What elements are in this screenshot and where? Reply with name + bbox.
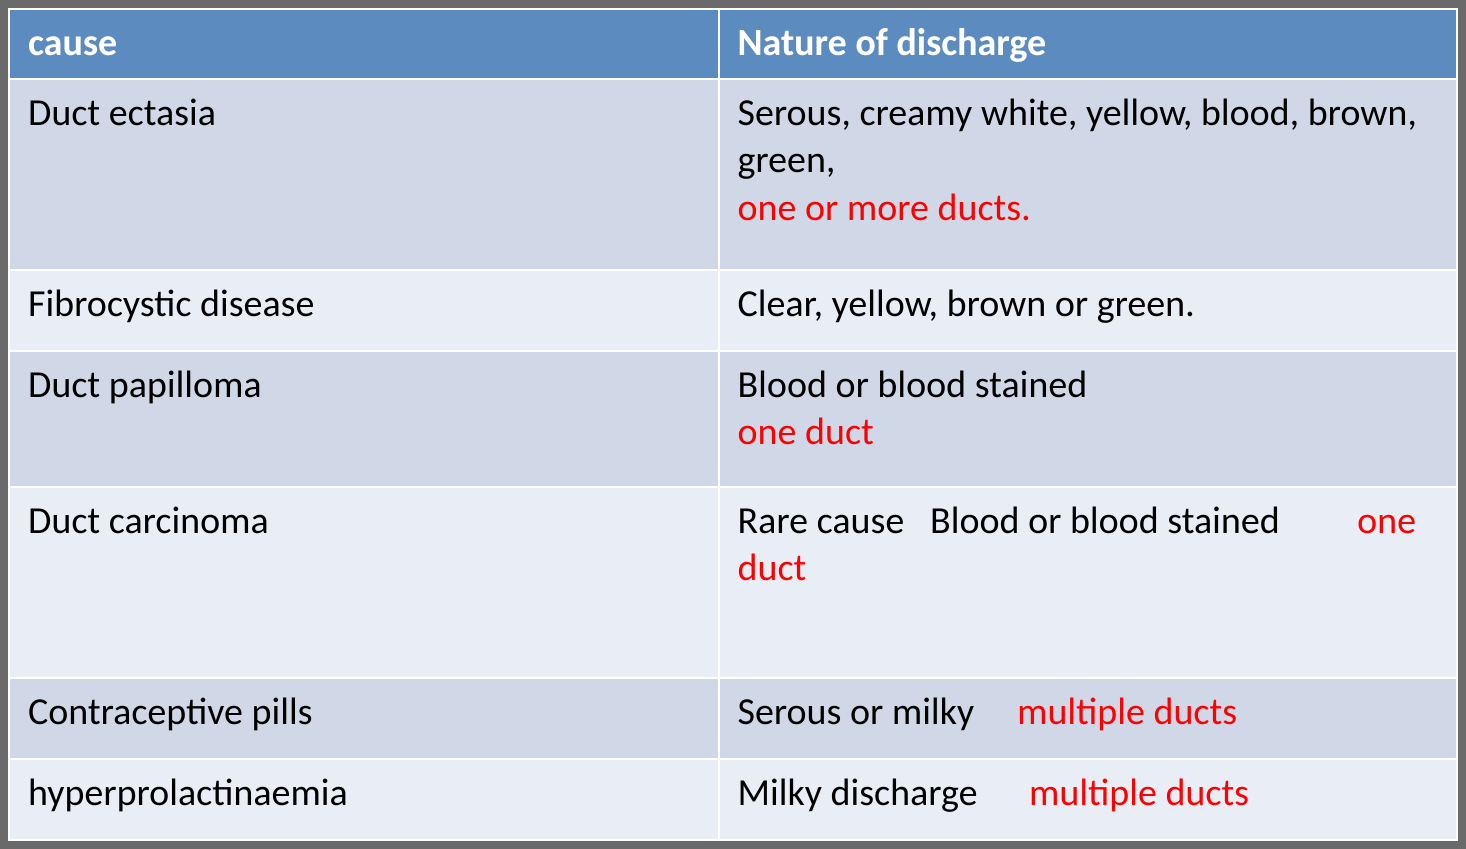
text-black: Clear, yellow, brown or green. bbox=[738, 281, 1195, 327]
cell-cause: Duct carcinoma bbox=[9, 487, 719, 678]
header-nature: Nature of discharge bbox=[719, 9, 1457, 79]
table-row: Duct carcinomaRare cause Blood or blood … bbox=[9, 487, 1457, 678]
cell-nature: Milky discharge multiple ducts bbox=[719, 759, 1457, 840]
table-row: Duct ectasiaSerous, creamy white, yellow… bbox=[9, 79, 1457, 270]
cell-cause: Contraceptive pills bbox=[9, 678, 719, 759]
text-red: one duct bbox=[738, 409, 874, 455]
table-frame: cause Nature of discharge Duct ectasiaSe… bbox=[0, 0, 1466, 849]
table-row: Duct papillomaBlood or blood stainedone … bbox=[9, 351, 1457, 487]
table-header-row: cause Nature of discharge bbox=[9, 9, 1457, 79]
table-row: hyperprolactinaemiaMilky discharge multi… bbox=[9, 759, 1457, 840]
text-red: multiple ducts bbox=[1017, 689, 1237, 735]
table-row: Contraceptive pillsSerous or milky multi… bbox=[9, 678, 1457, 759]
header-cause: cause bbox=[9, 9, 719, 79]
cell-nature: Serous or milky multiple ducts bbox=[719, 678, 1457, 759]
cell-cause: hyperprolactinaemia bbox=[9, 759, 719, 840]
cell-nature: Rare cause Blood or blood stained one du… bbox=[719, 487, 1457, 678]
text-black: Blood or blood stained bbox=[738, 362, 1088, 408]
text-black: Rare cause Blood or blood stained bbox=[738, 498, 1358, 544]
cell-cause: Duct ectasia bbox=[9, 79, 719, 270]
cell-nature: Blood or blood stainedone duct bbox=[719, 351, 1457, 487]
cell-nature: Serous, creamy white, yellow, blood, bro… bbox=[719, 79, 1457, 270]
table-row: Fibrocystic disease Clear, yellow, brown … bbox=[9, 270, 1457, 351]
table-body: Duct ectasiaSerous, creamy white, yellow… bbox=[9, 79, 1457, 841]
text-black: Milky discharge bbox=[738, 770, 1030, 816]
text-black: Serous, creamy white, yellow, blood, bro… bbox=[738, 90, 1417, 184]
text-red: one or more ducts. bbox=[738, 185, 1031, 231]
cell-cause: Duct papilloma bbox=[9, 351, 719, 487]
text-black: Serous or milky bbox=[738, 689, 1018, 735]
cell-cause: Fibrocystic disease bbox=[9, 270, 719, 351]
text-black bbox=[738, 593, 747, 639]
cell-nature: Clear, yellow, brown or green. bbox=[719, 270, 1457, 351]
discharge-table: cause Nature of discharge Duct ectasiaSe… bbox=[8, 8, 1458, 841]
text-red: multiple ducts bbox=[1029, 770, 1249, 816]
